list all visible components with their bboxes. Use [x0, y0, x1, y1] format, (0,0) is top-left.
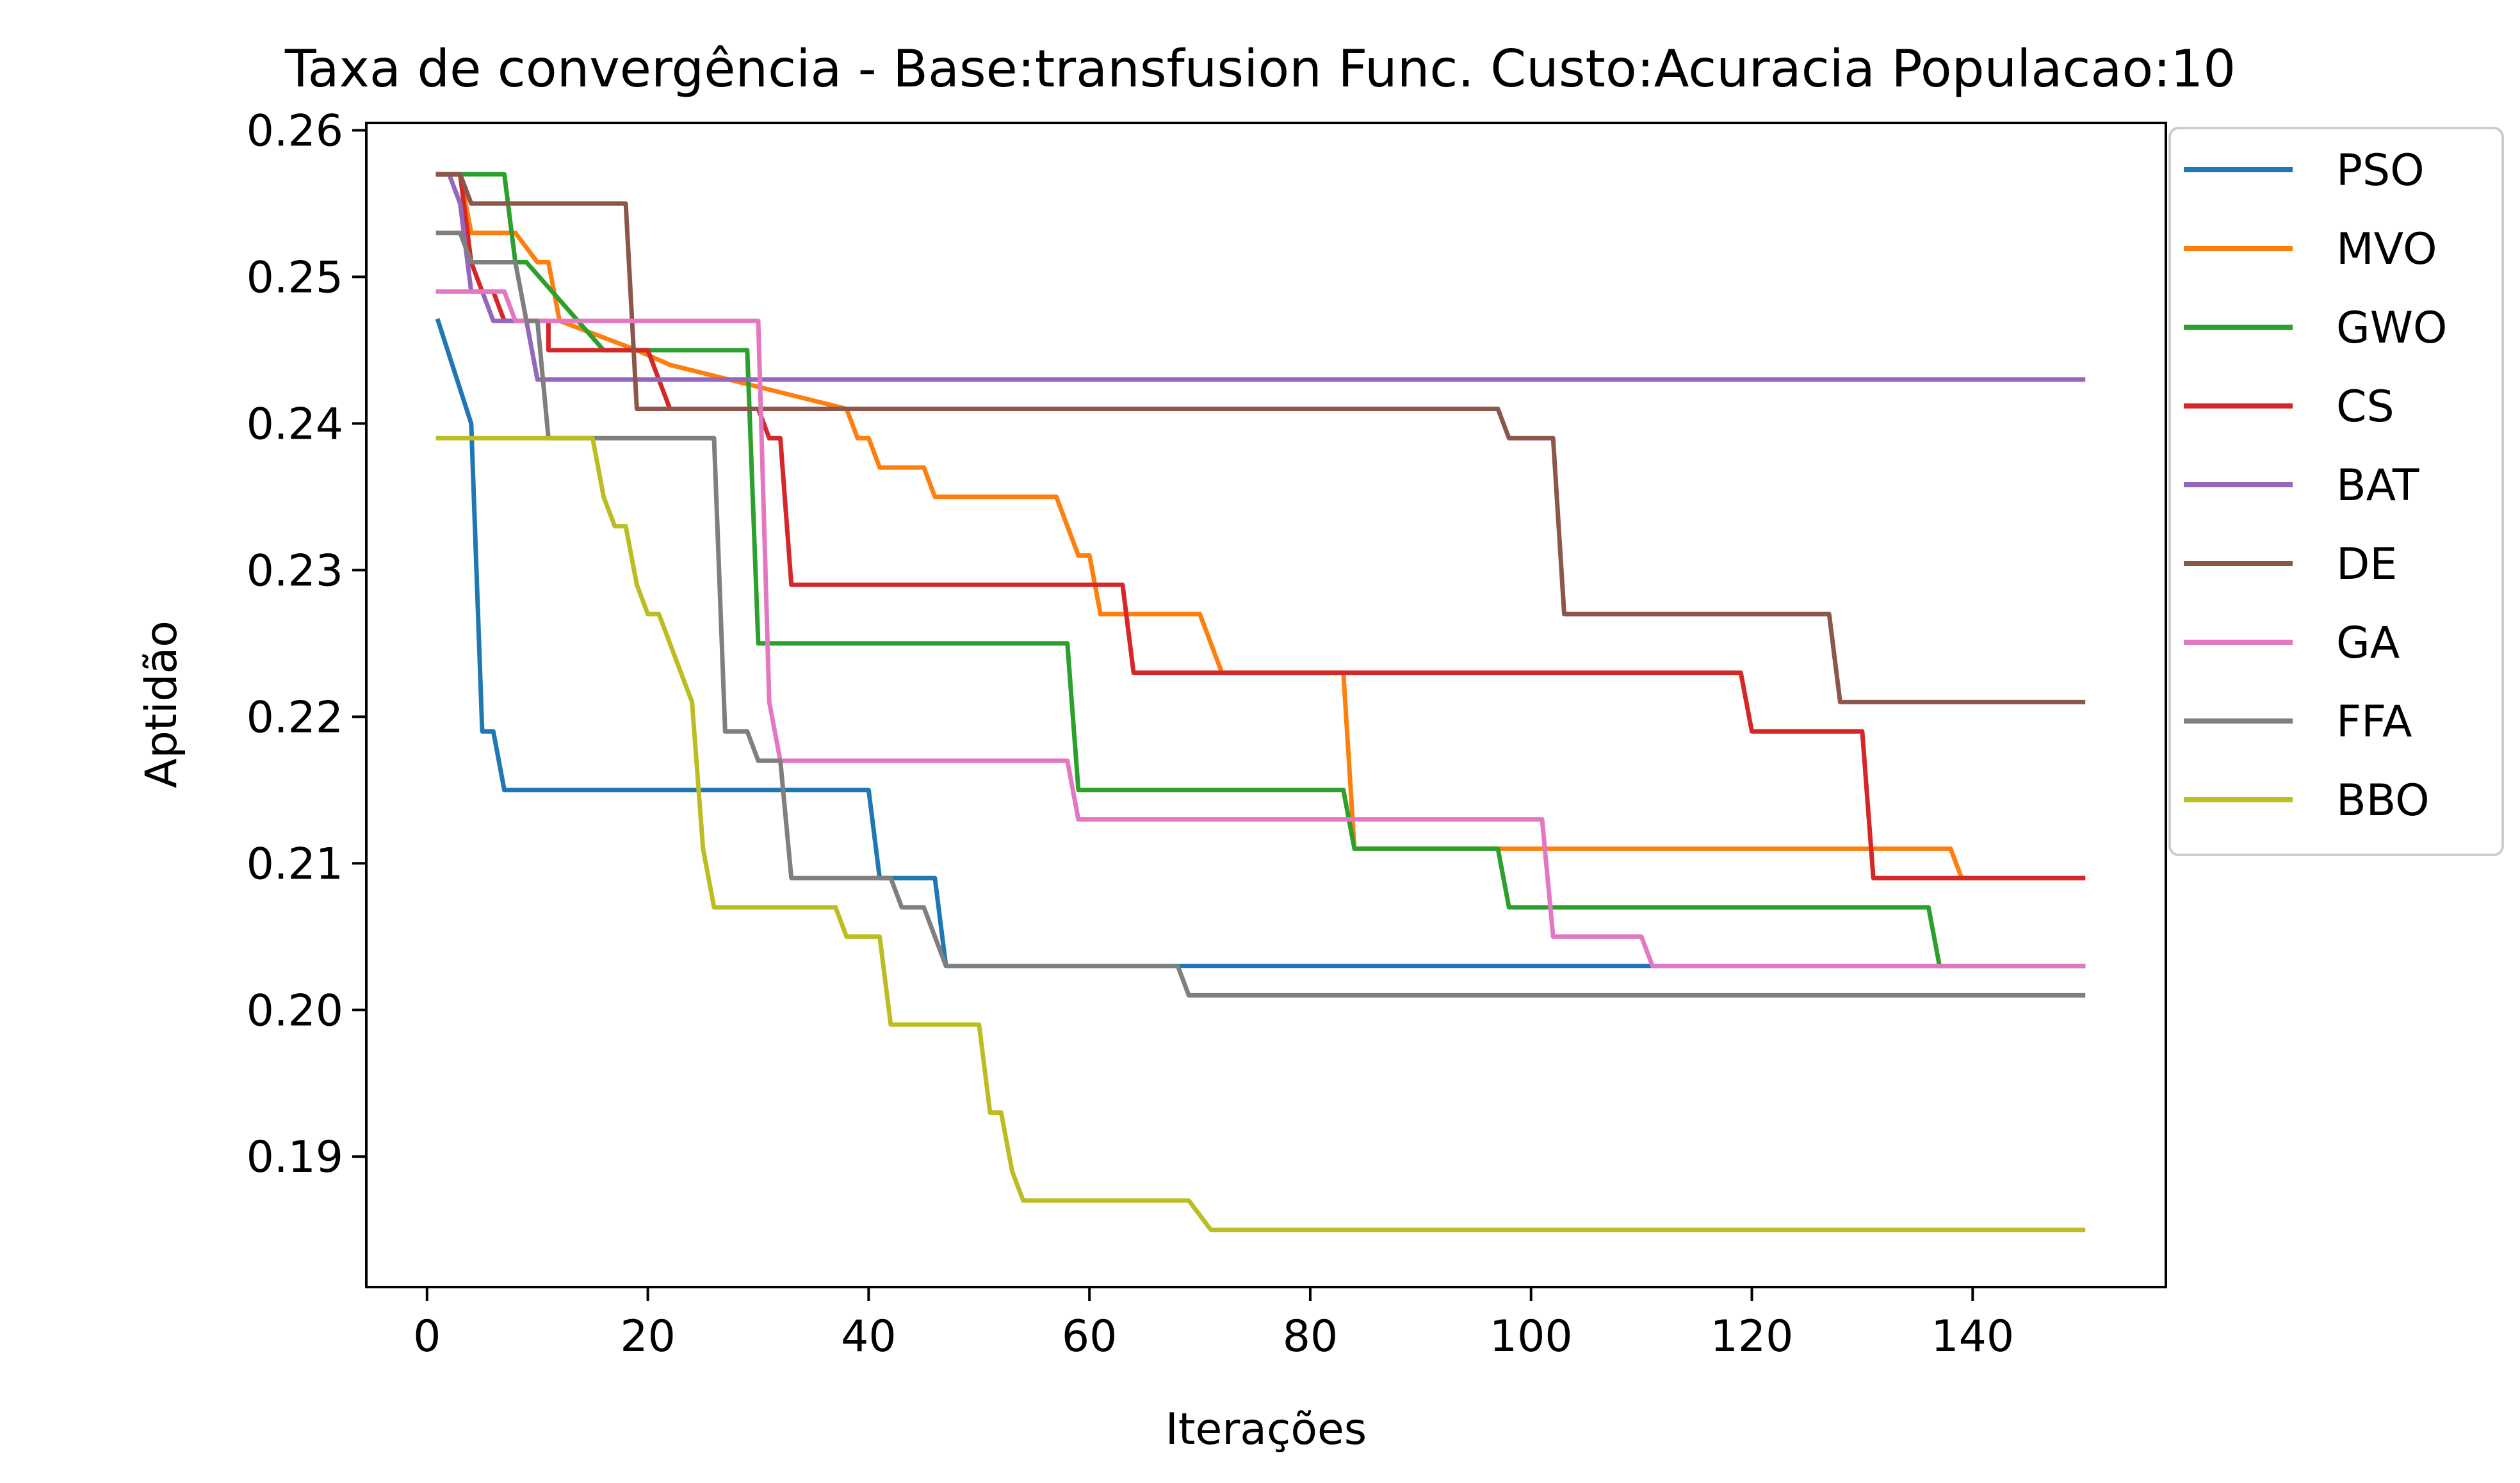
- axes-frame: [365, 122, 2167, 1288]
- y-tick-label: 0.21: [247, 839, 343, 889]
- y-tick-label: 0.26: [247, 106, 343, 156]
- series-line-ga: [435, 289, 2086, 969]
- legend-box: [2168, 127, 2504, 856]
- x-tick-label: 80: [1283, 1311, 1338, 1362]
- legend: PSO MVO GWO CS BAT DE GA FFA BBO: [2168, 127, 2504, 856]
- legend-label-ga: GA: [2336, 618, 2400, 669]
- y-tick-label: 0.23: [247, 546, 343, 596]
- y-axis-label: Aptidão: [136, 620, 187, 788]
- plot-area: 0 20 40 60 80 100 120 140 0.190.200.210.220.230…: [247, 106, 2167, 1362]
- y-tick-label: 0.20: [247, 985, 343, 1036]
- y-tick-label: 0.22: [247, 692, 343, 743]
- legend-label-pso: PSO: [2336, 145, 2425, 196]
- x-tick-label: 0: [413, 1311, 441, 1362]
- series-line-gwo: [435, 172, 2086, 969]
- series-line-ffa: [435, 231, 2086, 998]
- x-tick-label: 40: [841, 1311, 897, 1362]
- legend-label-cs: CS: [2336, 382, 2394, 432]
- x-tick-label: 140: [1931, 1311, 2014, 1362]
- y-tick-label: 0.25: [247, 252, 343, 303]
- legend-label-bat: BAT: [2336, 460, 2419, 511]
- legend-items: PSO MVO GWO CS BAT DE GA FFA BBO: [2184, 145, 2447, 826]
- legend-label-mvo: MVO: [2336, 224, 2437, 275]
- x-tick-label: 120: [1711, 1311, 1794, 1362]
- legend-label-bbo: BBO: [2336, 775, 2430, 826]
- chart-title: Taxa de convergência - Base:transfusion …: [284, 39, 2236, 99]
- series-lines: [435, 172, 2086, 1233]
- series-line-bbo: [435, 435, 2086, 1233]
- series-line-pso: [435, 318, 2086, 969]
- y-tick-label: 0.24: [247, 399, 343, 450]
- x-tick-label: 100: [1490, 1311, 1573, 1362]
- series-line-mvo: [435, 172, 2086, 880]
- legend-label-gwo: GWO: [2336, 303, 2447, 353]
- x-tick-label: 60: [1062, 1311, 1118, 1362]
- x-axis-label: Iterações: [1166, 1404, 1367, 1455]
- legend-label-de: DE: [2336, 539, 2397, 590]
- x-tick-label: 20: [620, 1311, 676, 1362]
- y-ticks: 0.19 0.20 0.21 0.22 0.23 0.24 0.25 0.26: [247, 106, 366, 1183]
- series-line-cs: [435, 172, 2086, 880]
- y-tick-label: 0.19: [247, 1132, 343, 1183]
- series-line-de: [435, 172, 2086, 704]
- legend-label-ffa: FFA: [2336, 697, 2412, 747]
- x-ticks: 0 20 40 60 80 100 120 140: [413, 1287, 2014, 1362]
